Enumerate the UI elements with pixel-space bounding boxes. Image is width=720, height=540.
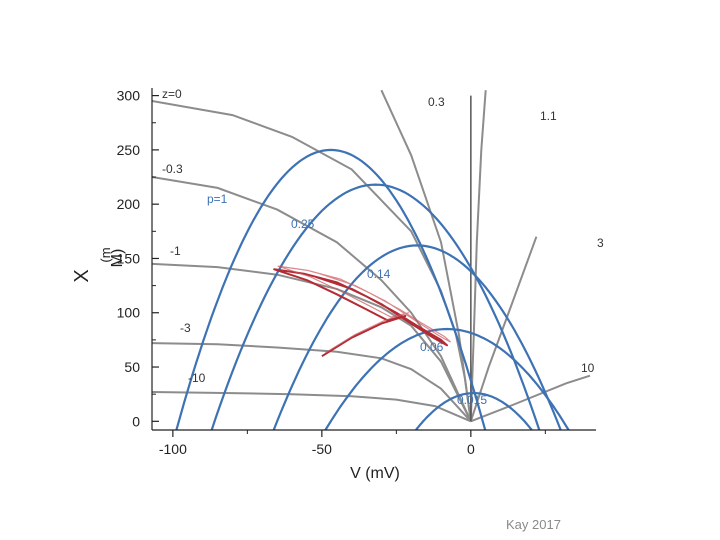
- p-curve-label-0: p=1: [207, 192, 228, 206]
- x-tick-label--50: -50: [312, 441, 332, 457]
- z-curve-4: [152, 391, 472, 423]
- z-curve-label-7: 3: [597, 236, 604, 250]
- z-curve-1: [152, 176, 472, 422]
- y-tick-label-0: 0: [132, 413, 140, 429]
- z-curve-label-0: z=0: [162, 87, 182, 101]
- p-curve-3: [324, 327, 570, 430]
- z-curve-2: [152, 262, 472, 422]
- y-axis-title-part: (m: [98, 247, 113, 262]
- y-axis-title-unit: M): [109, 249, 126, 268]
- axes-layer: 0 50 100 150 200 250 300 -100 -50 0: [117, 88, 596, 457]
- z-curve-label-8: 10: [581, 361, 595, 375]
- y-tick-label-100: 100: [117, 305, 141, 321]
- trajectory-line-shadow: [277, 265, 452, 354]
- p-curve-label-2: 0.14: [367, 267, 391, 281]
- x-tick-label-0: 0: [467, 441, 475, 457]
- p-curve-1: [210, 183, 541, 430]
- y-tick-label-150: 150: [117, 250, 141, 266]
- p-curve-label-4: 0.015: [457, 393, 487, 407]
- y-tick-label-200: 200: [117, 196, 141, 212]
- z-curve-label-2: -1: [170, 244, 181, 258]
- labels-layer: V (mV) X (mM) z=0 -0.3 -1 -3 -10 0.3 1.1 3 10 p=1 0.2…: [71, 87, 604, 482]
- p-curve-0: [175, 148, 487, 430]
- z-curve-label-6: 1.1: [540, 109, 557, 123]
- y-tick-label-250: 250: [117, 142, 141, 158]
- p-curve-2: [272, 244, 562, 430]
- y-axis-title-x: X: [71, 269, 93, 282]
- z-curve-label-5: 0.3: [428, 95, 445, 109]
- p-curve-label-1: 0.25: [291, 217, 315, 231]
- p-curve-label-3: 0.06: [420, 340, 444, 354]
- y-tick-label-300: 300: [117, 88, 141, 104]
- trajectory-line: [273, 268, 448, 358]
- z-curve-label-3: -3: [180, 321, 191, 335]
- credit-text: Kay 2017: [506, 517, 561, 532]
- z-curve-8: [470, 374, 591, 423]
- z-curve-label-1: -0.3: [162, 162, 183, 176]
- y-tick-label-50: 50: [124, 359, 140, 375]
- z-curve-6: [469, 90, 487, 422]
- p-curve-4: [415, 392, 533, 430]
- x-axis-title: V (mV): [350, 465, 400, 482]
- z-curve-label-4: -10: [188, 371, 206, 385]
- z-curve-5: [380, 89, 472, 422]
- curves-layer: [152, 89, 591, 430]
- x-tick-label--100: -100: [159, 441, 187, 457]
- z-curve-3: [152, 342, 472, 422]
